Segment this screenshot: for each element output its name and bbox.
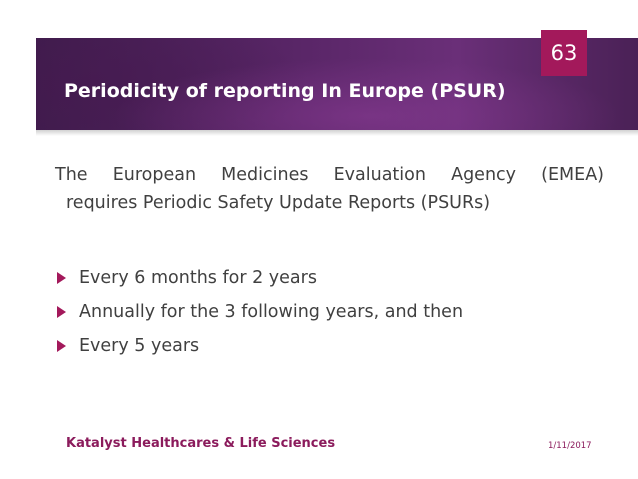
- bullet-text: Every 5 years: [79, 336, 200, 356]
- bullet-item: Every 5 years: [55, 329, 463, 363]
- intro-line-2: requires Periodic Safety Update Reports …: [66, 193, 491, 213]
- right-triangle-arrow-icon: [57, 306, 66, 318]
- right-triangle-arrow-icon: [57, 272, 66, 284]
- footer-date: 1/11/2017: [548, 441, 592, 451]
- title-band: [36, 38, 638, 130]
- bullet-text: Every 6 months for 2 years: [79, 268, 317, 288]
- title-band-shadow: [36, 130, 638, 136]
- bullet-text: Annually for the 3 following years, and …: [79, 302, 464, 322]
- page-title: Periodicity of reporting In Europe (PSUR…: [64, 80, 506, 102]
- slide-number: 63: [550, 41, 578, 65]
- bullet-item: Annually for the 3 following years, and …: [55, 295, 463, 329]
- intro-line-1: The European Medicines Evaluation Agency…: [55, 165, 604, 185]
- slide-number-badge: 63: [541, 30, 587, 76]
- right-triangle-arrow-icon: [57, 340, 66, 352]
- footer-company: Katalyst Healthcares & Life Sciences: [66, 436, 336, 451]
- bullet-list: Every 6 months for 2 years Annually for …: [55, 261, 463, 363]
- bullet-item: Every 6 months for 2 years: [55, 261, 463, 295]
